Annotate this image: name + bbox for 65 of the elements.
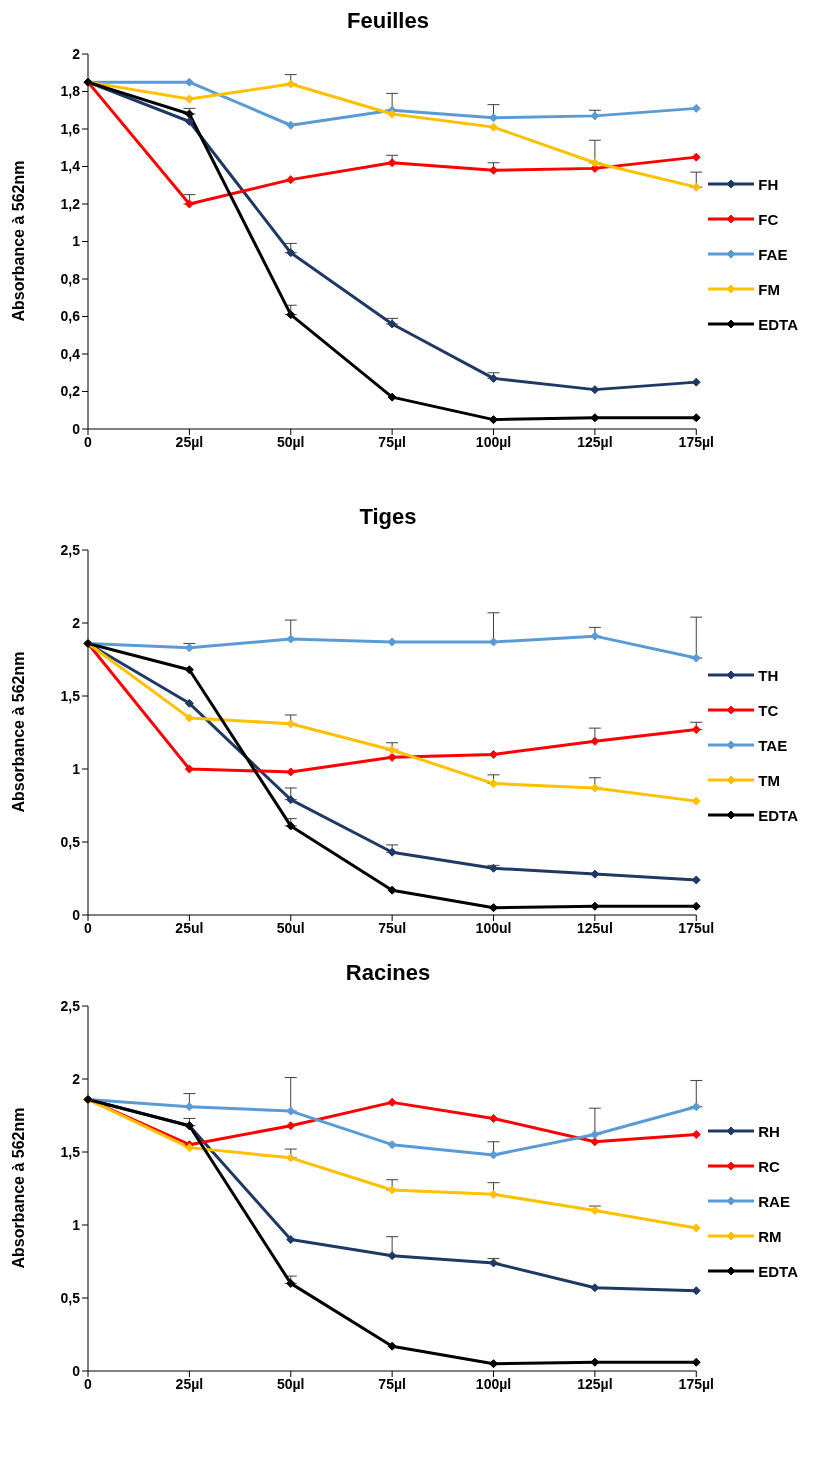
legend-label: FH xyxy=(758,175,779,193)
y-tick-label: 1 xyxy=(72,233,81,250)
x-tick-label: 75µl xyxy=(378,1375,406,1392)
legend-label: FAE xyxy=(758,245,788,263)
y-tick-label: 1,2 xyxy=(60,195,81,212)
y-tick-label: 0,8 xyxy=(60,270,81,287)
x-tick-label: 125ul xyxy=(576,919,613,936)
x-tick-label: 125µl xyxy=(577,1375,613,1392)
y-tick-label: 0,6 xyxy=(60,308,81,325)
y-tick-label: 2,5 xyxy=(60,997,81,1014)
legend-label: TH xyxy=(758,666,779,684)
chart-title: Feuilles xyxy=(346,8,430,34)
y-tick-label: 1,4 xyxy=(60,158,81,175)
x-tick-label: 175µl xyxy=(678,1375,714,1392)
legend-label: TAE xyxy=(758,736,788,754)
x-tick-label: 25µl xyxy=(175,1375,204,1392)
y-tick-label: 1 xyxy=(72,760,81,777)
x-tick-label: 100ul xyxy=(475,919,512,936)
x-tick-label: 0 xyxy=(84,433,93,450)
x-tick-label: 50µl xyxy=(276,433,305,450)
y-tick-label: 0,5 xyxy=(60,1289,81,1306)
x-tick-label: 0 xyxy=(84,919,93,936)
x-tick-label: 100µl xyxy=(475,433,512,450)
y-tick-label: 0 xyxy=(72,1362,81,1379)
y-tick-label: 2 xyxy=(72,614,81,631)
legend-label: EDTA xyxy=(758,1262,798,1280)
x-tick-label: 125µl xyxy=(577,433,613,450)
legend-label: EDTA xyxy=(758,315,798,333)
legend-label: FC xyxy=(758,210,779,228)
y-tick-label: 0 xyxy=(72,420,81,437)
x-tick-label: 50µl xyxy=(276,1375,305,1392)
x-tick-label: 175ul xyxy=(678,919,715,936)
y-tick-label: 2 xyxy=(72,45,81,62)
x-tick-label: 75ul xyxy=(378,919,407,936)
y-tick-label: 0,4 xyxy=(60,345,81,362)
legend-label: FM xyxy=(758,280,780,298)
x-tick-label: 50ul xyxy=(276,919,305,936)
x-tick-label: 25ul xyxy=(175,919,204,936)
legend-label: TM xyxy=(758,771,780,789)
y-tick-label: 0,2 xyxy=(60,383,81,400)
y-tick-label: 1,8 xyxy=(60,83,81,100)
x-tick-label: 100µl xyxy=(475,1375,512,1392)
legend-label: EDTA xyxy=(758,806,798,824)
x-tick-label: 175µl xyxy=(678,433,714,450)
chart-title: Tiges xyxy=(358,504,418,530)
y-axis-title: Absorbance à 562nm xyxy=(9,1107,27,1269)
y-axis-title: Absorbance à 562nm xyxy=(9,160,27,322)
y-tick-label: 0,5 xyxy=(60,833,81,850)
y-tick-label: 1 xyxy=(72,1216,81,1233)
x-tick-label: 0 xyxy=(84,1375,93,1392)
legend-label: RH xyxy=(758,1122,780,1140)
legend-label: TC xyxy=(758,701,779,719)
y-tick-label: 2 xyxy=(72,1070,81,1087)
chart-title: Racines xyxy=(344,960,432,986)
legend-label: RAE xyxy=(758,1192,790,1210)
x-tick-label: 25µl xyxy=(175,433,204,450)
y-axis-title: Absorbance à 562nm xyxy=(9,651,27,813)
x-tick-label: 75µl xyxy=(378,433,406,450)
y-tick-label: 0 xyxy=(72,906,81,923)
legend-label: RM xyxy=(758,1227,782,1245)
y-tick-label: 1,5 xyxy=(60,1143,81,1160)
legend-label: RC xyxy=(758,1157,780,1175)
y-tick-label: 2,5 xyxy=(60,541,81,558)
y-tick-label: 1,5 xyxy=(60,687,81,704)
y-tick-label: 1,6 xyxy=(60,120,81,137)
